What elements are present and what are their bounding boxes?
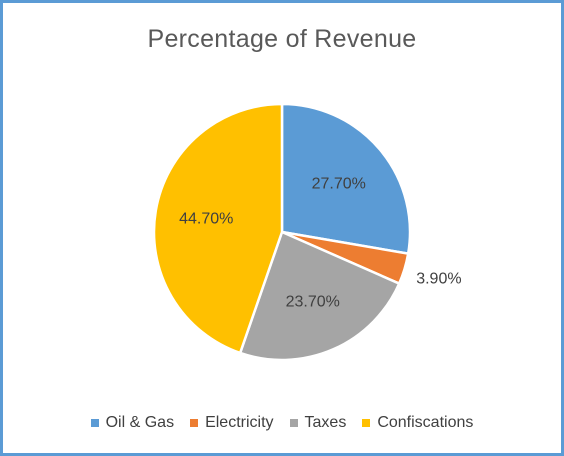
legend-label-taxes: Taxes: [304, 414, 347, 431]
pie-slice-confiscations: [152, 102, 284, 355]
legend-item-taxes: Taxes: [289, 414, 347, 432]
data-label-oil-gas: 27.70%: [312, 175, 366, 192]
pie-slices: [152, 102, 412, 362]
legend-label-confiscations: Confiscations: [377, 414, 474, 431]
legend-label-oil-gas: Oil & Gas: [105, 414, 175, 431]
legend-swatch-electricity: [190, 419, 199, 427]
data-label-confiscations: 44.70%: [179, 210, 233, 227]
data-label-electricity: 3.90%: [416, 270, 461, 287]
legend-swatch-confiscations: [362, 419, 371, 427]
pie-labels: 27.70% 3.90% 23.70% 44.70%: [179, 175, 461, 310]
pie-slice-oil-gas: [280, 102, 412, 255]
legend-label-electricity: Electricity: [205, 414, 274, 431]
legend: Oil & Gas Electricity Taxes Confiscations: [3, 414, 561, 432]
data-label-taxes: 23.70%: [286, 294, 340, 311]
chart-title: Percentage of Revenue: [147, 25, 417, 53]
legend-item-confiscations: Confiscations: [362, 414, 473, 432]
legend-swatch-oil-gas: [90, 419, 99, 427]
pie-slice-taxes: [238, 230, 401, 362]
legend-swatch-taxes: [289, 419, 298, 427]
legend-item-oil-gas: Oil & Gas: [90, 414, 175, 432]
legend-item-electricity: Electricity: [190, 414, 274, 432]
pie-chart: 27.70% 3.90% 23.70% 44.70%: [152, 102, 462, 362]
